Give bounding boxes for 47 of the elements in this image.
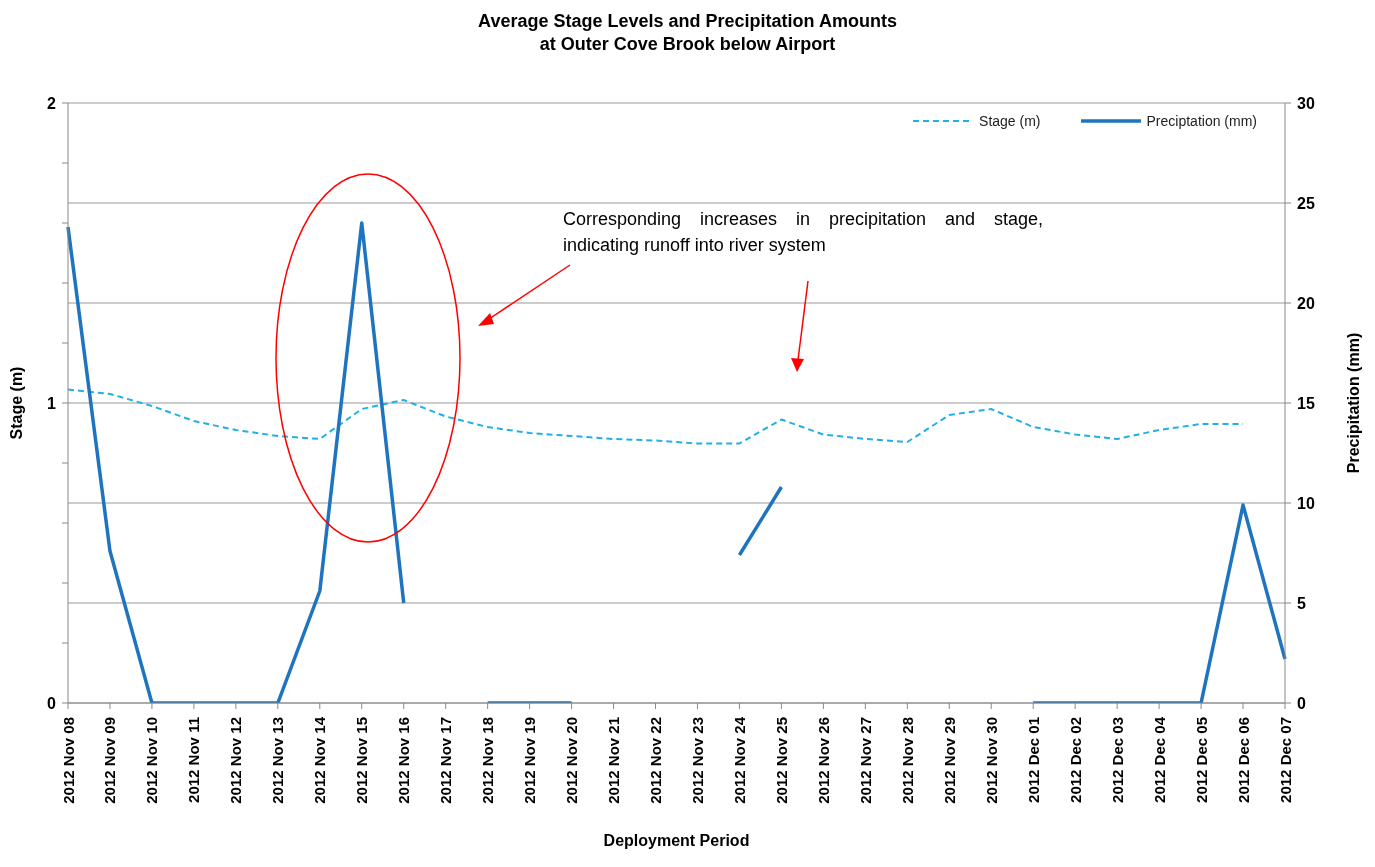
chart-title: Average Stage Levels and Precipitation Amounts at Outer Cove Brook below Airport <box>477 10 898 56</box>
y2-tick-label: 30 <box>1297 94 1315 112</box>
y-axis-title: Stage (m) <box>7 366 25 440</box>
x-tick-label: 2012 Nov 22 <box>647 717 665 804</box>
x-tick-label: 2012 Dec 02 <box>1066 717 1084 803</box>
x-tick-label: 2012 Nov 09 <box>101 717 119 804</box>
x-tick-label: 2012 Nov 18 <box>479 717 497 804</box>
x-tick-label: 2012 Nov 26 <box>814 717 832 804</box>
x-tick-label: 2012 Nov 12 <box>227 717 245 804</box>
y2-tick-label: 20 <box>1297 294 1315 312</box>
x-tick-label: 2012 Nov 30 <box>982 717 1000 804</box>
x-tick-label: 2012 Nov 20 <box>563 717 581 804</box>
x-tick-label: 2012 Nov 08 <box>59 717 77 804</box>
x-tick-label: 2012 Nov 17 <box>437 717 455 804</box>
legend-label: Stage (m) <box>978 113 1041 129</box>
y2-axis-title: Precipitation (mm) <box>1344 332 1362 474</box>
y2-tick-label: 15 <box>1297 394 1315 412</box>
y-tick-label: 1 <box>47 394 57 412</box>
x-tick-label: 2012 Nov 21 <box>605 717 623 804</box>
x-tick-label: 2012 Dec 06 <box>1234 717 1252 803</box>
y-tick-label: 0 <box>47 694 57 712</box>
x-tick-label: 2012 Nov 10 <box>143 717 161 804</box>
x-tick-label: 2012 Dec 03 <box>1108 717 1126 803</box>
x-tick-label: 2012 Nov 25 <box>772 717 790 804</box>
annotation: Corresponding increases in precipitation and stage, indicating runoff into river system <box>563 208 1043 257</box>
x-tick-label: 2012 Nov 11 <box>185 717 203 803</box>
x-tick-label: 2012 Nov 14 <box>311 716 329 804</box>
x-tick-label: 2012 Dec 01 <box>1024 717 1042 803</box>
y2-tick-label: 25 <box>1297 194 1315 212</box>
x-tick-label: 2012 Dec 04 <box>1150 716 1168 803</box>
x-tick-label: 2012 Nov 27 <box>856 717 874 804</box>
x-tick-label: 2012 Dec 05 <box>1192 717 1210 803</box>
x-tick-label: 2012 Dec 07 <box>1276 717 1294 803</box>
y2-tick-label: 0 <box>1297 694 1306 712</box>
x-tick-label: 2012 Nov 13 <box>269 717 287 804</box>
x-tick-label: 2012 Nov 28 <box>898 717 916 804</box>
x-tick-label: 2012 Nov 16 <box>395 717 413 804</box>
legend-label: Preciptation (mm) <box>1145 113 1257 129</box>
x-tick-label: 2012 Nov 19 <box>521 717 539 804</box>
x-tick-label: 2012 Nov 24 <box>730 716 748 804</box>
x-tick-label: 2012 Nov 23 <box>688 717 706 804</box>
y2-tick-label: 5 <box>1297 594 1306 612</box>
x-tick-label: 2012 Nov 29 <box>940 717 958 804</box>
y2-tick-label: 10 <box>1297 494 1315 512</box>
x-tick-label: 2012 Nov 15 <box>353 717 371 804</box>
x-axis-title: Deployment Period <box>602 832 751 850</box>
y-tick-label: 2 <box>47 94 57 112</box>
